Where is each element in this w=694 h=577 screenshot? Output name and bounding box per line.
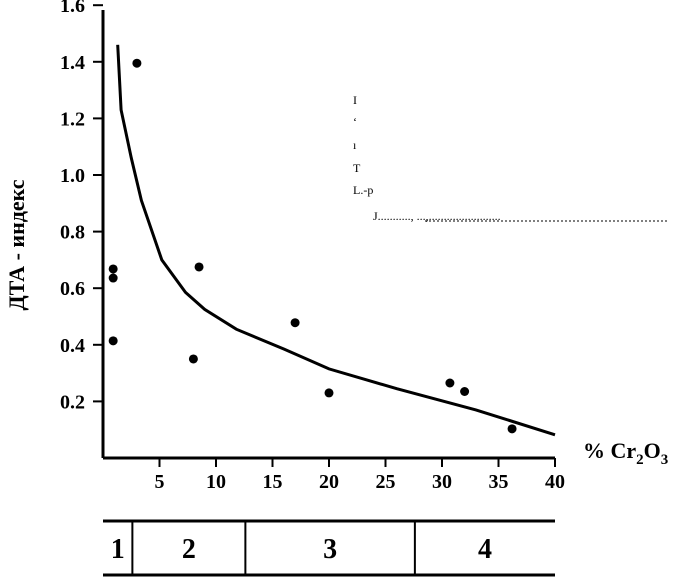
legend-fragment: I <box>353 93 357 107</box>
legend-remnant: I ‘ ıT L.-pJ..........., ...,..............… <box>353 93 668 223</box>
data-point <box>324 388 334 398</box>
legend-fragment: L.-p <box>353 183 373 197</box>
legend-fragment: T <box>353 161 361 175</box>
x-tick-label: 35 <box>489 471 509 493</box>
y-tick-label: 1.0 <box>60 165 85 187</box>
zone-label: 2 <box>182 534 196 565</box>
y-axis-ticks: 0.2 0.4 0.6 0.8 1.0 1.2 1.4 1.6 <box>60 0 103 413</box>
legend-fragment: ı <box>353 138 357 152</box>
data-point <box>194 262 204 272</box>
x-axis-label: % Cr2O3 <box>583 438 668 468</box>
zone-label: 3 <box>323 534 337 565</box>
legend-fragment: J..........., ...,......................… <box>373 209 501 223</box>
data-points <box>108 58 517 434</box>
y-tick-label: 0.4 <box>60 335 85 357</box>
y-tick-label: 0.8 <box>60 222 85 244</box>
trend-line <box>116 44 556 437</box>
data-point <box>108 264 118 274</box>
x-axis-label-sub2: 3 <box>661 452 669 468</box>
y-tick-label: 1.6 <box>60 0 85 17</box>
x-tick-label: 10 <box>206 471 226 493</box>
data-point <box>132 58 142 68</box>
data-point <box>108 273 118 283</box>
y-tick-label: 1.4 <box>60 52 85 74</box>
data-point <box>460 386 470 396</box>
x-tick-label: 40 <box>545 471 565 493</box>
x-tick-label: 20 <box>319 471 339 493</box>
y-tick-label: 0.2 <box>60 391 85 413</box>
x-axis-label-mid: O <box>644 438 661 463</box>
composition-zones: 1 2 3 4 <box>103 519 555 577</box>
zone-label: 4 <box>478 534 492 565</box>
x-tick-label: 30 <box>432 471 452 493</box>
data-point <box>507 424 517 434</box>
data-point <box>445 378 455 388</box>
zone-label: 1 <box>111 534 125 565</box>
x-tick-label: 25 <box>376 471 396 493</box>
data-point <box>188 354 198 364</box>
y-tick-label: 1.2 <box>60 108 85 130</box>
y-axis-label: ДТА - индекс <box>4 179 29 310</box>
x-axis-ticks: 5 10 15 20 25 30 35 40 <box>155 458 565 493</box>
x-tick-label: 5 <box>155 471 165 493</box>
data-point <box>108 336 118 346</box>
data-point <box>290 318 300 328</box>
legend-fragment: ‘ <box>353 115 357 129</box>
x-axis-label-sub1: 2 <box>636 452 644 468</box>
y-tick-label: 0.6 <box>60 278 85 300</box>
x-tick-label: 15 <box>263 471 283 493</box>
x-axis-label-prefix: % Cr <box>583 438 636 463</box>
